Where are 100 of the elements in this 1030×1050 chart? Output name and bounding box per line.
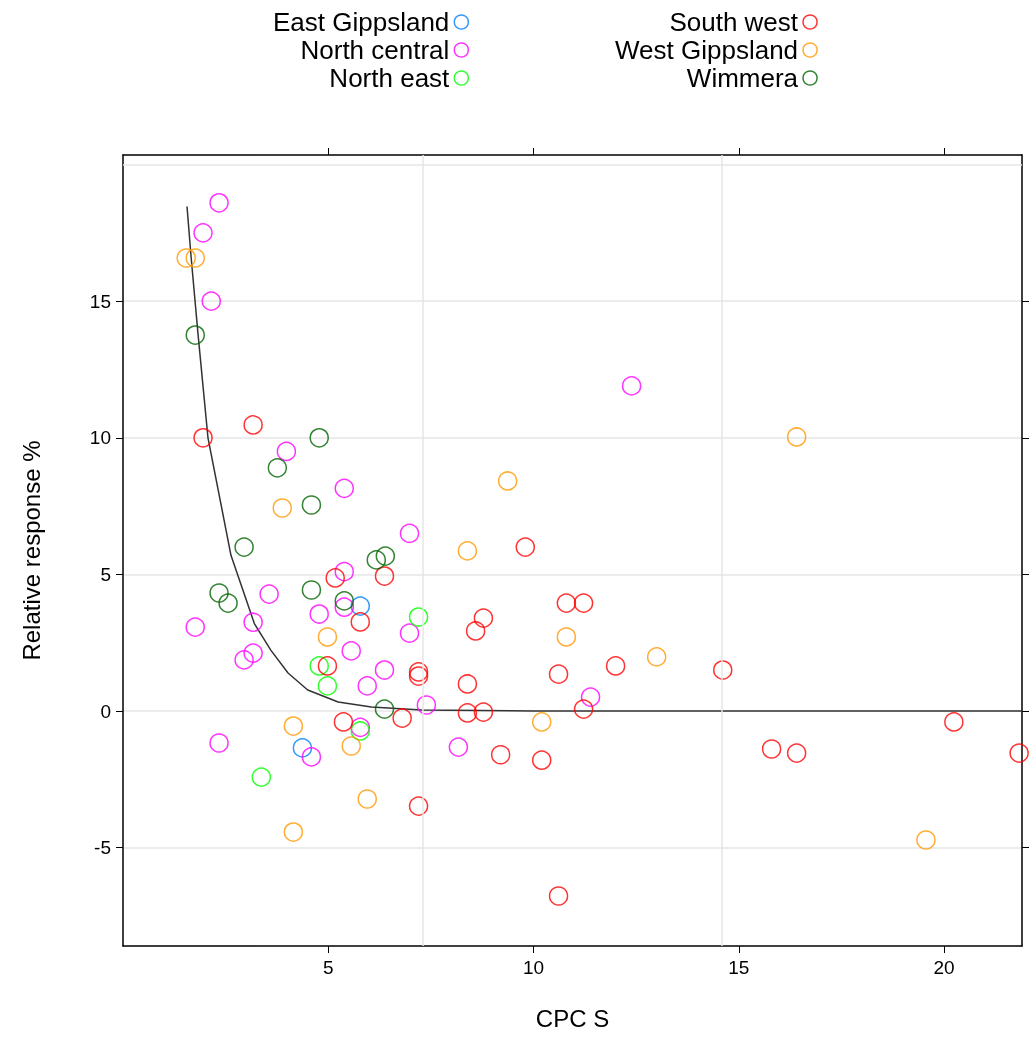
point [251,767,272,787]
point [374,566,395,586]
x-tick-label: 5 [322,957,334,978]
point [416,695,437,715]
point [457,703,478,723]
point [473,608,494,628]
x-tick-label: 15 [728,957,750,978]
point [272,498,293,518]
point [357,789,377,809]
point [548,664,569,684]
point [334,591,355,611]
point [185,248,205,268]
point [301,495,322,515]
legend-label: South west [669,7,799,37]
x-axis-title: CPC S [535,1004,610,1032]
y-tick-label: 0 [100,700,111,722]
point [301,580,322,600]
x-tick-label: 10 [522,957,545,978]
point [209,583,229,603]
point [473,702,494,722]
point [334,561,355,582]
point [309,656,329,676]
point [201,291,222,311]
point [185,617,205,637]
point [621,376,642,396]
point [234,650,254,670]
point [408,796,429,816]
point [786,743,807,763]
point [209,733,229,753]
point [375,546,396,566]
point [333,712,354,732]
point [193,223,213,243]
point [317,627,338,647]
point [259,584,279,604]
point [573,593,594,613]
y-tick-label: 15 [89,290,111,312]
point [366,550,387,570]
point [916,830,936,850]
point [350,596,371,616]
point [490,744,511,765]
point [392,708,412,728]
point [243,612,263,632]
point [515,537,536,557]
point [209,193,229,213]
point [556,593,577,613]
legend-label: North east [329,63,451,93]
point [531,750,552,770]
point [457,541,478,561]
point [218,593,238,613]
point [317,676,338,696]
point [580,687,601,707]
point [193,428,213,448]
point [531,712,552,732]
point [374,660,395,680]
point [267,458,288,478]
point [357,676,377,696]
legend-label: Wimmera [686,63,799,93]
point [243,415,263,435]
legend-label: West Gippsland [614,35,799,65]
point [334,478,355,499]
point [761,739,782,759]
point [317,656,338,676]
point [457,674,478,694]
point [292,738,313,758]
point [176,248,196,268]
point [325,568,345,588]
point [341,641,361,661]
legend-label: North central [300,35,450,65]
point [399,623,420,643]
point [301,747,322,767]
point [185,325,205,345]
point [374,699,395,719]
point [448,737,469,757]
x-tick-label: 20 [933,957,955,978]
point [309,428,329,448]
point [944,712,964,732]
point [309,604,329,624]
y-tick-label: 5 [100,563,111,585]
point [465,621,486,641]
point [556,627,577,647]
point [1009,743,1029,763]
point [497,471,518,491]
point [548,886,569,906]
point [408,607,429,627]
point [234,537,254,557]
point [283,716,304,736]
y-axis-title: Relative response % [17,440,45,661]
point [283,822,304,842]
point [276,441,297,462]
point [786,427,807,447]
y-tick-label: 10 [89,427,111,449]
line-series [186,206,1023,712]
point [350,612,371,632]
point [341,736,361,756]
legend-label: East Gippsland [273,7,450,37]
point [573,699,594,719]
point [605,656,626,676]
point [399,523,420,544]
point [334,597,355,617]
point [713,660,733,680]
